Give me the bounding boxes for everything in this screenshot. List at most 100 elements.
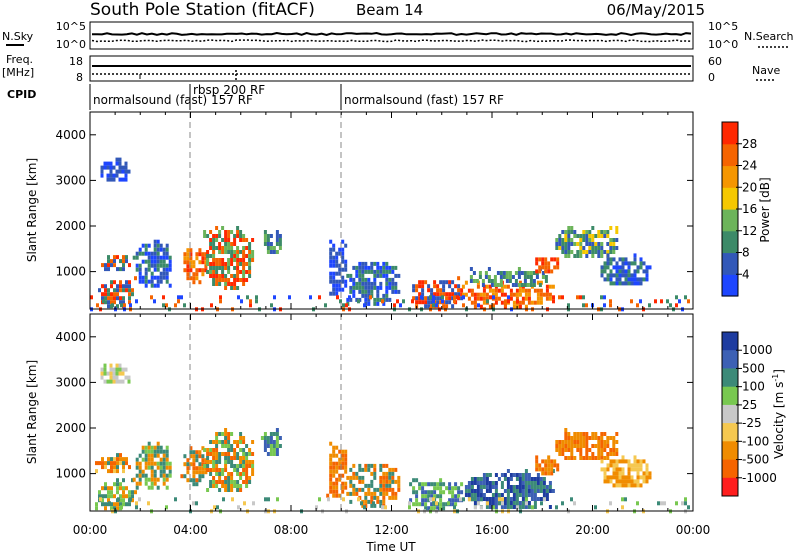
power-cell: [116, 284, 119, 289]
velocity-cell: [215, 484, 219, 488]
power-cell: [236, 226, 240, 230]
power-cell: [122, 263, 125, 268]
velocity-cell: [615, 448, 619, 452]
velocity-cell: [464, 489, 468, 493]
power-cell: [399, 303, 402, 308]
power-cell: [615, 246, 619, 250]
velocity-cell: [624, 459, 628, 464]
power-cell: [219, 299, 222, 304]
velocity-cell: [150, 485, 154, 490]
velocity-cell: [186, 470, 190, 475]
velocity-cell: [541, 467, 545, 472]
power-cell: [107, 267, 110, 272]
power-cell: [329, 271, 333, 276]
power-cell: [230, 250, 234, 254]
velocity-cell: [245, 476, 249, 480]
power-cell: [165, 263, 169, 268]
velocity-cell: [122, 490, 125, 495]
power-cell: [588, 234, 592, 238]
velocity-cell: [453, 505, 456, 510]
velocity-cell: [609, 479, 613, 484]
velocity-cell: [600, 444, 604, 448]
power-cell: [227, 278, 231, 282]
power-cell: [382, 269, 386, 274]
velocity-cell: [230, 488, 234, 492]
power-cell: [119, 284, 122, 289]
velocity-cell: [364, 467, 368, 472]
power-cell: [527, 296, 531, 301]
velocity-cell: [506, 501, 510, 505]
velocity-cell: [138, 481, 142, 486]
power-cell: [394, 273, 398, 278]
power-cell: [564, 242, 568, 246]
velocity-cell: [500, 485, 504, 489]
power-cell: [361, 265, 365, 270]
power-cell: [412, 296, 416, 301]
power-cell: [168, 267, 172, 272]
power-cell: [439, 300, 443, 305]
power-cell: [648, 303, 651, 308]
power-cell: [508, 271, 512, 275]
power-cell: [248, 270, 252, 274]
power-cell: [609, 250, 613, 254]
velocity-cell: [209, 468, 213, 472]
power-cell: [544, 261, 548, 266]
power-cell: [236, 234, 240, 238]
velocity-cell: [527, 477, 531, 481]
velocity-cell: [189, 450, 193, 455]
velocity-cell: [573, 436, 577, 440]
power-cell: [121, 169, 125, 174]
power-cell: [558, 295, 561, 300]
velocity-cell: [615, 471, 619, 476]
velocity-cell: [132, 477, 136, 482]
velocity-cell: [242, 436, 246, 440]
power-cell: [221, 274, 225, 278]
power-cell: [113, 300, 116, 305]
velocity-cell: [544, 467, 548, 472]
power-cell: [432, 295, 435, 300]
velocity-cell: [408, 501, 411, 506]
power-cell: [189, 264, 193, 269]
power-cell: [230, 282, 234, 286]
power-cell: [168, 259, 172, 264]
power-cell: [227, 266, 231, 270]
power-cell: [162, 303, 165, 308]
velocity-cell: [338, 457, 342, 462]
velocity-cell: [364, 483, 368, 488]
velocity-cell: [391, 487, 395, 492]
velocity-cell: [518, 501, 522, 505]
velocity-cell: [332, 489, 336, 494]
velocity-cell: [168, 461, 172, 466]
velocity-cell: [509, 477, 513, 481]
velocity-cell: [144, 481, 148, 486]
velocity-cell: [236, 480, 240, 484]
power-cell: [555, 242, 559, 246]
velocity-colorbar-swatch: [722, 423, 738, 442]
power-cell: [445, 280, 449, 285]
velocity-cell: [227, 440, 231, 444]
power-cell: [481, 283, 485, 287]
power-cell: [195, 256, 199, 261]
velocity-cell: [412, 486, 416, 491]
velocity-cell: [131, 494, 134, 499]
velocity-cell: [445, 486, 449, 491]
velocity-cell: [215, 436, 219, 440]
velocity-cell: [329, 457, 333, 462]
power-colorbar-swatch: [722, 165, 738, 188]
velocity-cell: [482, 485, 486, 489]
power-cell: [332, 255, 336, 260]
power-cell: [341, 267, 345, 272]
power-cell: [103, 165, 107, 170]
velocity-cell: [138, 497, 141, 502]
power-cell: [548, 292, 552, 297]
velocity-cell: [612, 452, 616, 456]
velocity-cell: [118, 363, 122, 368]
power-cell: [639, 257, 643, 262]
velocity-cell: [116, 482, 119, 487]
power-cell: [150, 259, 154, 264]
velocity-cell: [612, 483, 616, 488]
velocity-cell: [367, 463, 371, 468]
power-cell: [101, 263, 104, 268]
velocity-cell: [251, 464, 255, 468]
velocity-cell: [430, 490, 434, 495]
